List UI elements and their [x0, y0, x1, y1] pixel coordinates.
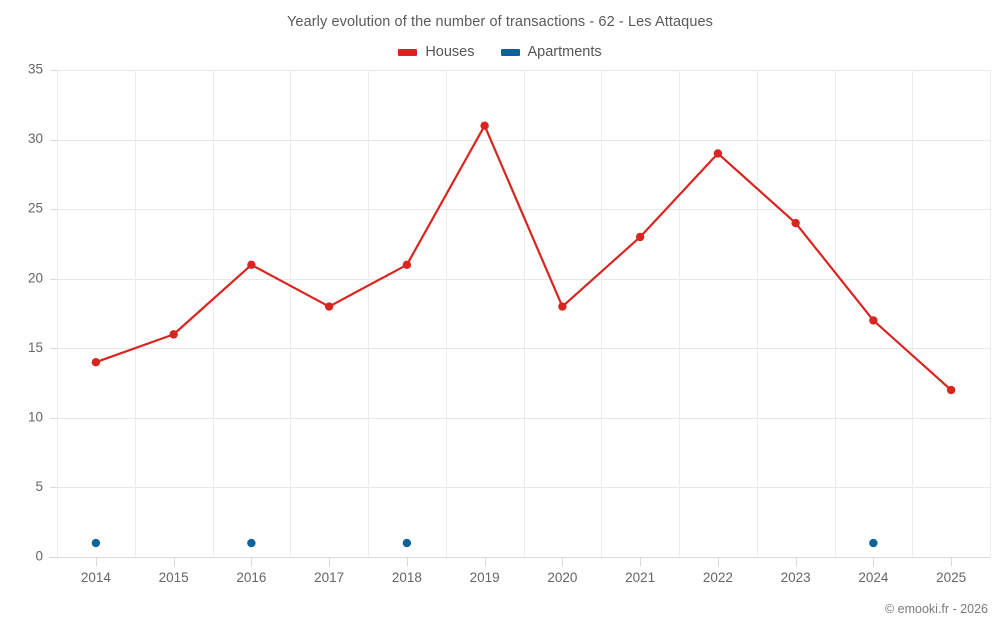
x-tick-label: 2018	[392, 570, 422, 585]
data-point[interactable]	[713, 149, 723, 158]
legend-swatch-houses	[398, 48, 418, 56]
x-tick-label: 2023	[781, 570, 811, 585]
chart-title: Yearly evolution of the number of transa…	[286, 14, 713, 30]
legend-label-apartments: Apartments	[527, 44, 602, 60]
data-point[interactable]	[247, 538, 256, 548]
y-tick-label: 5	[35, 479, 43, 494]
y-tick-label: 10	[28, 409, 43, 424]
series-line	[94, 124, 953, 392]
data-point[interactable]	[402, 260, 412, 269]
data-point[interactable]	[91, 358, 101, 367]
data-point[interactable]	[91, 538, 101, 548]
chart-legend: Houses Apartments	[0, 44, 1000, 60]
data-point[interactable]	[324, 302, 334, 311]
x-tick-label: 2019	[470, 570, 500, 585]
x-tick-labels: 2014 2015 2016 2017 2018 2019 2020 2021 2022 2023…	[81, 570, 966, 585]
y-tick-label: 30	[28, 131, 43, 146]
legend-item-houses[interactable]: Houses	[398, 44, 475, 60]
x-tick-label: 2022	[703, 570, 733, 585]
data-point[interactable]	[791, 218, 800, 228]
data-point[interactable]	[247, 260, 256, 269]
legend-swatch-apartments	[500, 48, 520, 56]
y-tick-labels: 0 5 10 15 20 25 30 35	[28, 62, 43, 564]
data-point[interactable]	[869, 316, 878, 325]
data-point[interactable]	[635, 232, 645, 242]
axis-lines	[49, 70, 990, 567]
x-tick-label: 2016	[236, 570, 266, 585]
legend-label-houses: Houses	[425, 44, 475, 60]
data-point[interactable]	[402, 538, 412, 548]
data-point[interactable]	[480, 121, 489, 130]
data-point[interactable]	[169, 330, 178, 339]
x-tick-label: 2024	[858, 570, 889, 585]
copyright-credit: © emooki.fr - 2026	[884, 602, 988, 616]
series-apartments	[91, 538, 878, 548]
x-tick-label: 2014	[81, 570, 112, 585]
x-tick-label: 2025	[936, 570, 966, 585]
data-point[interactable]	[869, 538, 878, 548]
data-point[interactable]	[558, 302, 567, 311]
y-tick-label: 20	[28, 270, 43, 285]
x-tick-label: 2015	[159, 570, 189, 585]
y-tick-label: 0	[35, 549, 43, 564]
data-point[interactable]	[946, 385, 956, 395]
x-tick-label: 2021	[625, 570, 655, 585]
x-tick-label: 2020	[547, 570, 577, 585]
legend-item-apartments[interactable]: Apartments	[500, 44, 602, 60]
y-tick-label: 35	[28, 62, 43, 77]
series-houses	[91, 121, 956, 395]
y-tick-label: 15	[28, 340, 43, 355]
y-tick-label: 25	[28, 201, 43, 216]
x-gridlines	[57, 70, 991, 557]
x-tick-label: 2017	[314, 570, 344, 585]
